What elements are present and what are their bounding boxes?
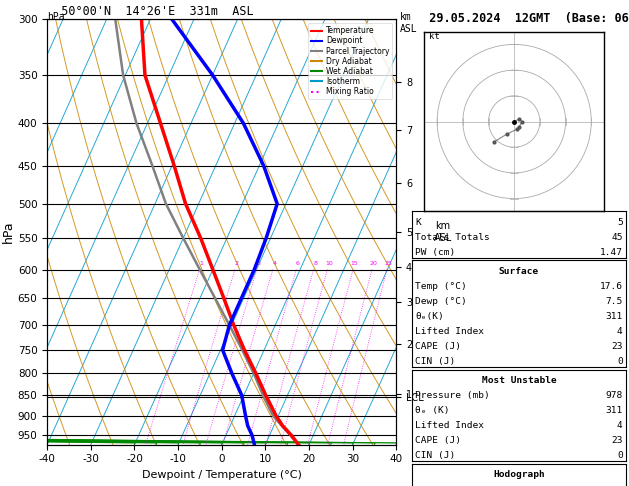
Text: hPa: hPa bbox=[47, 12, 65, 22]
Text: 15: 15 bbox=[351, 261, 359, 266]
Text: PW (cm): PW (cm) bbox=[415, 248, 455, 257]
Text: θₑ(K): θₑ(K) bbox=[415, 312, 444, 321]
X-axis label: Dewpoint / Temperature (°C): Dewpoint / Temperature (°C) bbox=[142, 470, 302, 480]
Text: 4: 4 bbox=[617, 421, 623, 431]
Text: CAPE (J): CAPE (J) bbox=[415, 342, 461, 351]
Text: Surface: Surface bbox=[499, 267, 539, 276]
Text: 1: 1 bbox=[199, 261, 203, 266]
Text: 10: 10 bbox=[325, 261, 333, 266]
Text: 17.6: 17.6 bbox=[599, 282, 623, 291]
Text: 20: 20 bbox=[369, 261, 377, 266]
Text: 311: 311 bbox=[606, 312, 623, 321]
Text: CAPE (J): CAPE (J) bbox=[415, 436, 461, 446]
Legend: Temperature, Dewpoint, Parcel Trajectory, Dry Adiabat, Wet Adiabat, Isotherm, Mi: Temperature, Dewpoint, Parcel Trajectory… bbox=[308, 23, 392, 99]
Text: K: K bbox=[415, 218, 421, 227]
Text: 311: 311 bbox=[606, 406, 623, 416]
Text: 3: 3 bbox=[257, 261, 260, 266]
Text: 4: 4 bbox=[272, 261, 277, 266]
Text: kt: kt bbox=[430, 32, 440, 41]
Text: 0: 0 bbox=[617, 451, 623, 461]
Y-axis label: hPa: hPa bbox=[2, 221, 15, 243]
Text: Dewp (°C): Dewp (°C) bbox=[415, 297, 467, 306]
Text: 5: 5 bbox=[617, 218, 623, 227]
Text: CIN (J): CIN (J) bbox=[415, 451, 455, 461]
Text: Lifted Index: Lifted Index bbox=[415, 327, 484, 336]
Text: 978: 978 bbox=[606, 391, 623, 400]
Text: 25: 25 bbox=[384, 261, 392, 266]
Text: 0: 0 bbox=[617, 357, 623, 366]
Text: 23: 23 bbox=[611, 436, 623, 446]
Text: Totals Totals: Totals Totals bbox=[415, 233, 490, 242]
Text: 2: 2 bbox=[235, 261, 238, 266]
Text: Lifted Index: Lifted Index bbox=[415, 421, 484, 431]
Text: Most Unstable: Most Unstable bbox=[482, 376, 556, 385]
Text: Hodograph: Hodograph bbox=[493, 470, 545, 480]
Text: 7.5: 7.5 bbox=[606, 297, 623, 306]
Text: 45: 45 bbox=[611, 233, 623, 242]
Text: 23: 23 bbox=[611, 342, 623, 351]
Y-axis label: km
ASL: km ASL bbox=[434, 221, 452, 243]
Text: Temp (°C): Temp (°C) bbox=[415, 282, 467, 291]
Text: Pressure (mb): Pressure (mb) bbox=[415, 391, 490, 400]
Text: 4: 4 bbox=[617, 327, 623, 336]
Text: 8: 8 bbox=[313, 261, 317, 266]
Text: CIN (J): CIN (J) bbox=[415, 357, 455, 366]
Text: 29.05.2024  12GMT  (Base: 06): 29.05.2024 12GMT (Base: 06) bbox=[415, 12, 629, 25]
Text: 1.47: 1.47 bbox=[599, 248, 623, 257]
Text: 50°00'N  14°26'E  331m  ASL: 50°00'N 14°26'E 331m ASL bbox=[47, 5, 253, 18]
Text: 6: 6 bbox=[296, 261, 300, 266]
Text: θₑ (K): θₑ (K) bbox=[415, 406, 450, 416]
Text: km
ASL: km ASL bbox=[399, 12, 417, 34]
